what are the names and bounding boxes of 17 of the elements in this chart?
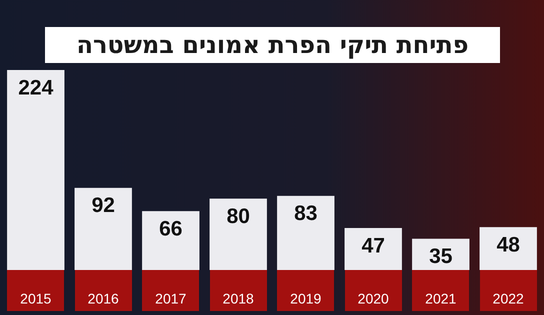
data-label: 47 <box>362 234 385 258</box>
data-label: 92 <box>92 194 115 218</box>
data-label: 66 <box>159 217 182 240</box>
data-label: 35 <box>429 245 453 268</box>
x-tick-label: 2022 <box>492 290 524 306</box>
x-tick-label: 2021 <box>425 290 457 306</box>
x-tick-label: 2015 <box>20 290 52 306</box>
chart-title: פתיחת תיקי הפרת אמונים במשטרה <box>76 31 469 59</box>
x-tick-label: 2018 <box>222 290 254 306</box>
x-tick-label: 2020 <box>358 290 390 306</box>
x-tick-label: 2016 <box>88 290 120 306</box>
data-label: 48 <box>496 233 520 256</box>
data-label: 80 <box>226 204 250 228</box>
x-tick-label: 2019 <box>290 290 322 306</box>
data-label: 224 <box>18 76 54 100</box>
x-tick-label: 2017 <box>155 290 187 306</box>
data-label: 83 <box>294 202 318 226</box>
